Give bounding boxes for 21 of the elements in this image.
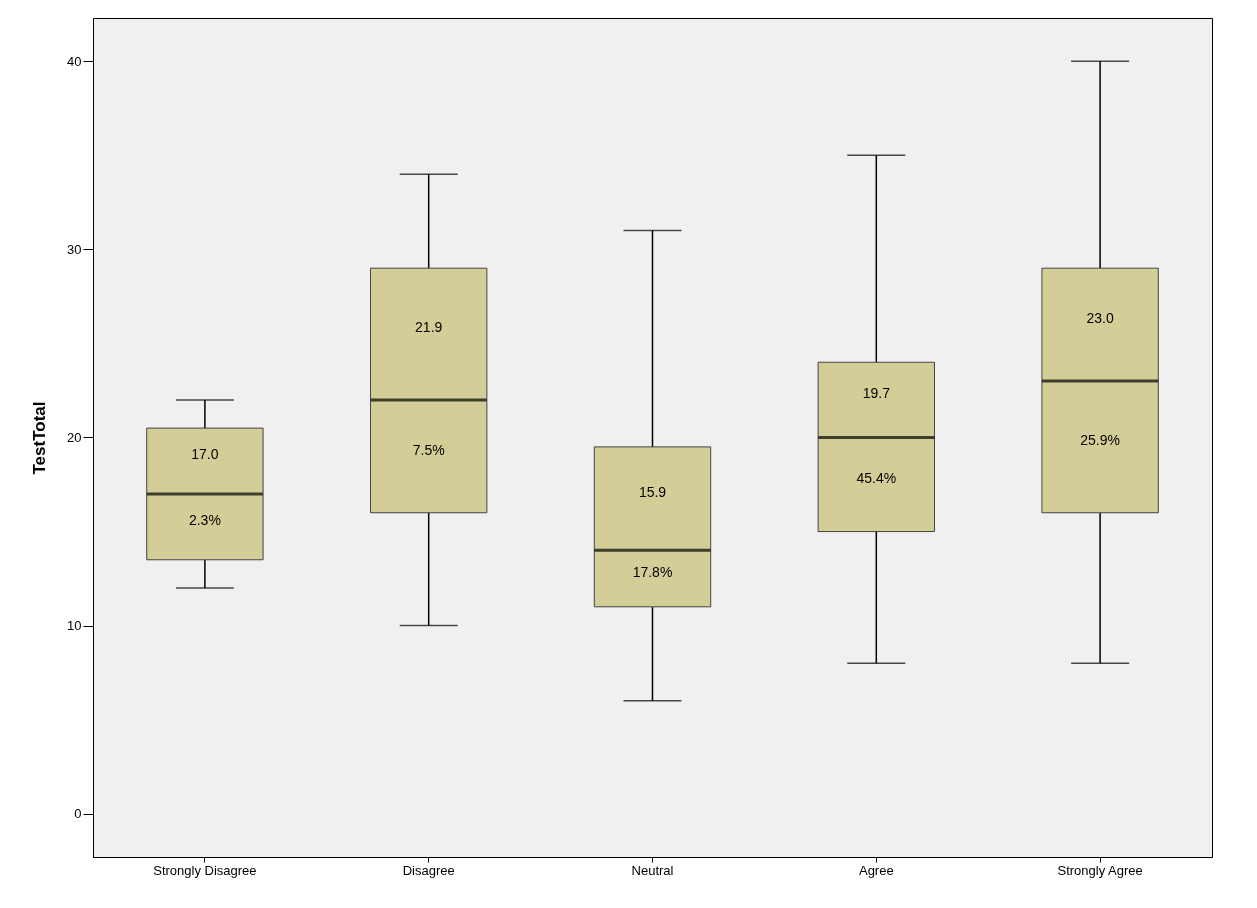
x-tick-label: Strongly Agree: [1057, 862, 1143, 878]
annotation: 23.0: [1086, 309, 1114, 326]
x-tick-label: Disagree: [402, 862, 455, 878]
annotation: 45.4%: [856, 469, 897, 486]
y-tick-label: 10: [67, 618, 82, 634]
y-tick-label: 30: [67, 241, 82, 257]
annotation: 17.8%: [632, 563, 673, 580]
x-tick-label: Strongly Disagree: [153, 862, 257, 878]
y-tick-label: 0: [74, 806, 82, 822]
y-tick-label: 40: [67, 53, 82, 69]
annotation: 2.3%: [188, 512, 221, 529]
annotation: 25.9%: [1080, 432, 1120, 449]
y-axis-title: TestTotal: [30, 401, 50, 475]
annotation: 15.9: [638, 483, 667, 500]
annotation: 19.7: [862, 385, 891, 402]
annotation: 21.9: [415, 319, 443, 336]
x-tick-label: Agree: [858, 862, 894, 878]
annotation: 17.0: [191, 446, 219, 463]
annotation: 7.5%: [412, 441, 445, 458]
x-tick-label: Neutral: [631, 862, 674, 878]
y-tick-label: 20: [67, 430, 82, 445]
